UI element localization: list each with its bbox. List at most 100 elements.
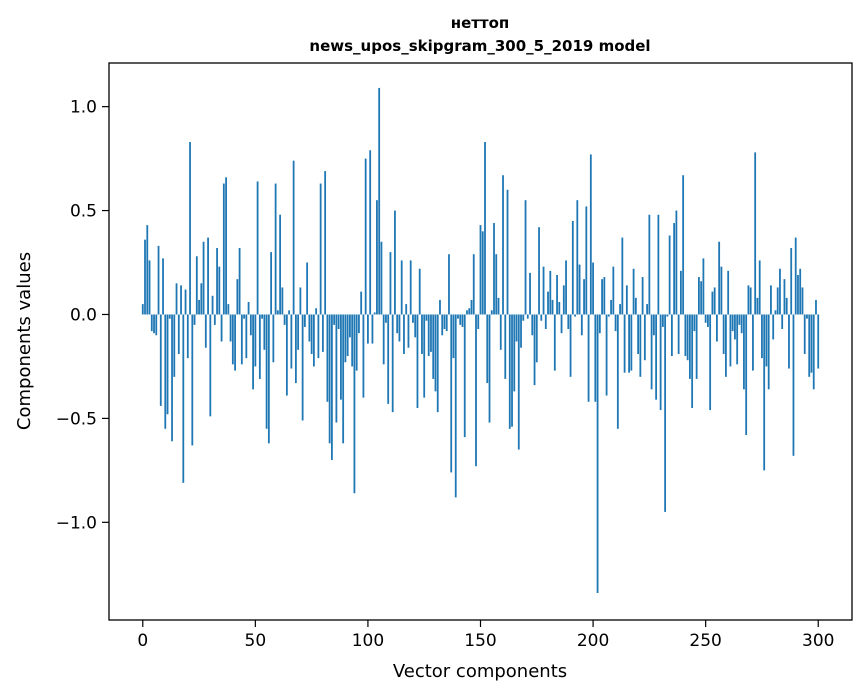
bar (752, 314, 754, 371)
x-tick-label: 250 (689, 631, 721, 651)
bar (398, 314, 401, 342)
bar (601, 279, 603, 315)
bar (346, 314, 349, 357)
bar (349, 314, 351, 338)
bar (666, 314, 669, 317)
bar (596, 314, 599, 593)
bar (193, 314, 196, 325)
bar (146, 225, 149, 315)
bar (616, 314, 619, 429)
bar (659, 314, 662, 411)
bar (767, 314, 770, 390)
bar (792, 314, 795, 456)
bar (747, 285, 750, 315)
bar (637, 314, 640, 354)
bar (808, 314, 811, 377)
bar (716, 314, 718, 342)
bar (745, 314, 748, 436)
bar (553, 314, 556, 371)
y-axis: −1.0 −0.5 0.0 0.5 1.0 (56, 98, 109, 533)
bar (195, 256, 198, 315)
bar (342, 314, 345, 444)
bar (679, 270, 682, 315)
bar (157, 245, 160, 315)
bar (229, 314, 232, 342)
bar (220, 314, 223, 342)
bar (675, 210, 678, 315)
bar (560, 314, 563, 334)
bar (317, 314, 320, 359)
bar (614, 314, 617, 332)
bar (211, 295, 214, 315)
bar (693, 314, 696, 332)
x-tick-label: 50 (245, 631, 267, 651)
bar (407, 314, 410, 348)
bar (781, 314, 784, 330)
plot-frame (108, 62, 853, 621)
bar (306, 262, 309, 315)
bar (180, 285, 182, 315)
bar (405, 304, 408, 315)
bar (391, 314, 394, 413)
bar (650, 314, 653, 390)
bar (457, 314, 459, 319)
bar (504, 314, 507, 379)
bar (236, 279, 239, 315)
bar (423, 314, 426, 398)
bar (794, 237, 797, 315)
chart-title: неттоп (451, 14, 510, 32)
bar (531, 314, 534, 336)
bar (351, 314, 354, 367)
bar (542, 266, 545, 315)
bar (779, 268, 781, 315)
bar (630, 314, 633, 371)
bar (182, 314, 185, 483)
bar (207, 237, 209, 315)
bar (321, 314, 324, 352)
bar (589, 154, 592, 315)
bar (686, 314, 689, 361)
bar (486, 314, 489, 384)
bar (144, 239, 146, 315)
bar (506, 189, 509, 315)
bar (459, 314, 462, 325)
bar (578, 264, 581, 315)
bar (234, 314, 236, 371)
bar (364, 158, 367, 315)
bar (722, 314, 725, 354)
bar (153, 314, 155, 334)
bar (412, 314, 414, 323)
bar (285, 314, 288, 396)
bar (141, 304, 144, 315)
bar (218, 266, 221, 315)
bar (643, 314, 646, 361)
bar (308, 314, 311, 342)
bar (761, 314, 763, 359)
bar (684, 314, 687, 357)
bar (770, 285, 772, 315)
bar (740, 314, 743, 334)
bar (472, 254, 475, 315)
bar (790, 247, 793, 315)
x-tick-label: 300 (802, 631, 834, 651)
bar (562, 285, 565, 315)
bar (533, 314, 536, 386)
bar (718, 241, 721, 315)
bar (610, 299, 612, 315)
bar (166, 314, 169, 415)
bar (524, 200, 527, 315)
bar (324, 171, 327, 315)
y-tick-label: 0.5 (70, 202, 97, 222)
bar (256, 181, 259, 315)
bar (400, 260, 403, 315)
bar (337, 314, 340, 330)
bar (344, 314, 347, 363)
bar (734, 314, 736, 340)
bar (756, 297, 759, 315)
bar (815, 299, 817, 315)
bar (628, 314, 630, 373)
bar (707, 314, 709, 327)
bar (646, 304, 649, 315)
bar (702, 258, 705, 315)
bar (567, 314, 570, 330)
